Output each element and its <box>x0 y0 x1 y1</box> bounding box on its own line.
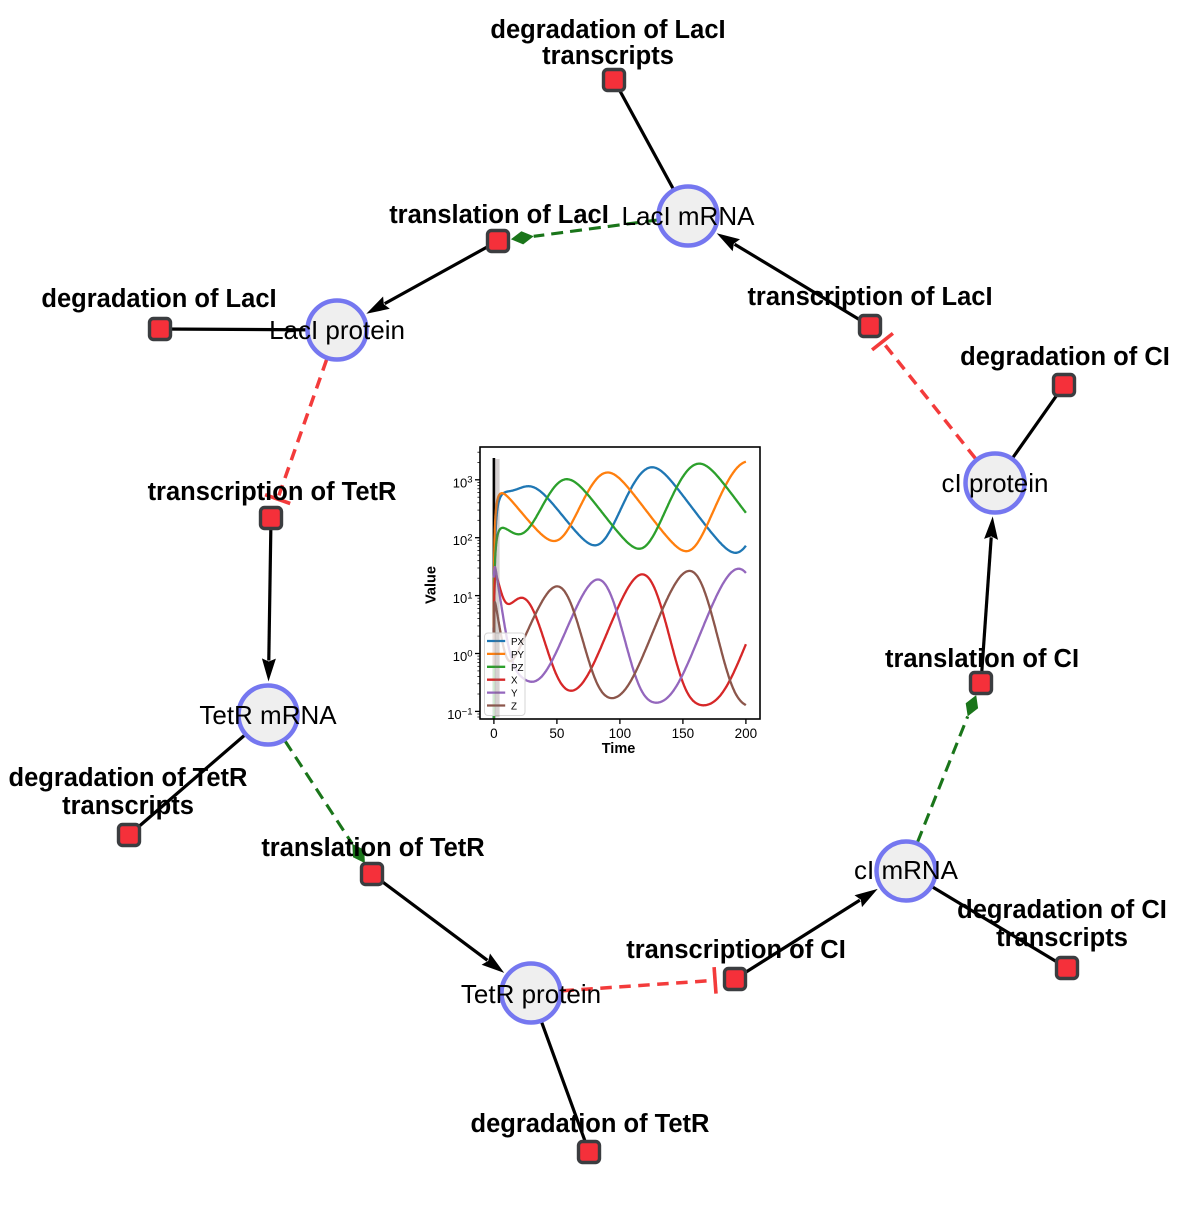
svg-text:Value: Value <box>424 566 440 604</box>
svg-text:translation of CI: translation of CI <box>885 645 1079 673</box>
svg-text:LacI mRNA: LacI mRNA <box>622 201 756 231</box>
svg-text:PY: PY <box>511 650 525 661</box>
svg-text:transcripts: transcripts <box>996 924 1128 952</box>
svg-text:100: 100 <box>453 648 473 664</box>
svg-text:103: 103 <box>453 475 473 491</box>
svg-text:transcription of TetR: transcription of TetR <box>148 478 397 506</box>
svg-text:degradation of CI: degradation of CI <box>957 896 1167 924</box>
svg-text:10−1: 10−1 <box>447 706 472 722</box>
svg-text:TetR protein: TetR protein <box>461 979 601 1009</box>
svg-text:degradation of TetR: degradation of TetR <box>471 1110 710 1138</box>
svg-text:cI mRNA: cI mRNA <box>854 855 959 885</box>
svg-text:102: 102 <box>453 533 473 549</box>
svg-text:degradation of CI: degradation of CI <box>960 343 1170 371</box>
svg-text:degradation of TetR: degradation of TetR <box>9 764 248 792</box>
svg-text:transcription of LacI: transcription of LacI <box>747 283 992 311</box>
svg-text:50: 50 <box>549 726 564 741</box>
svg-text:200: 200 <box>735 726 758 741</box>
svg-text:Time: Time <box>602 741 636 757</box>
svg-text:translation of TetR: translation of TetR <box>261 834 484 862</box>
svg-text:PZ: PZ <box>511 663 524 674</box>
svg-text:degradation of LacI: degradation of LacI <box>490 16 725 44</box>
svg-text:Z: Z <box>511 702 517 713</box>
svg-text:cI protein: cI protein <box>942 468 1049 498</box>
svg-text:transcripts: transcripts <box>62 792 194 820</box>
svg-text:Y: Y <box>511 689 518 700</box>
svg-text:translation of LacI: translation of LacI <box>389 201 609 229</box>
svg-text:degradation of LacI: degradation of LacI <box>41 285 276 313</box>
svg-text:0: 0 <box>490 726 498 741</box>
svg-text:PX: PX <box>511 637 525 648</box>
svg-text:TetR mRNA: TetR mRNA <box>199 700 337 730</box>
svg-text:100: 100 <box>609 726 632 741</box>
svg-text:transcription of CI: transcription of CI <box>626 936 846 964</box>
svg-text:LacI protein: LacI protein <box>269 315 405 345</box>
svg-text:X: X <box>511 676 518 687</box>
svg-text:101: 101 <box>453 591 473 607</box>
svg-text:transcripts: transcripts <box>542 42 674 70</box>
svg-text:150: 150 <box>672 726 695 741</box>
